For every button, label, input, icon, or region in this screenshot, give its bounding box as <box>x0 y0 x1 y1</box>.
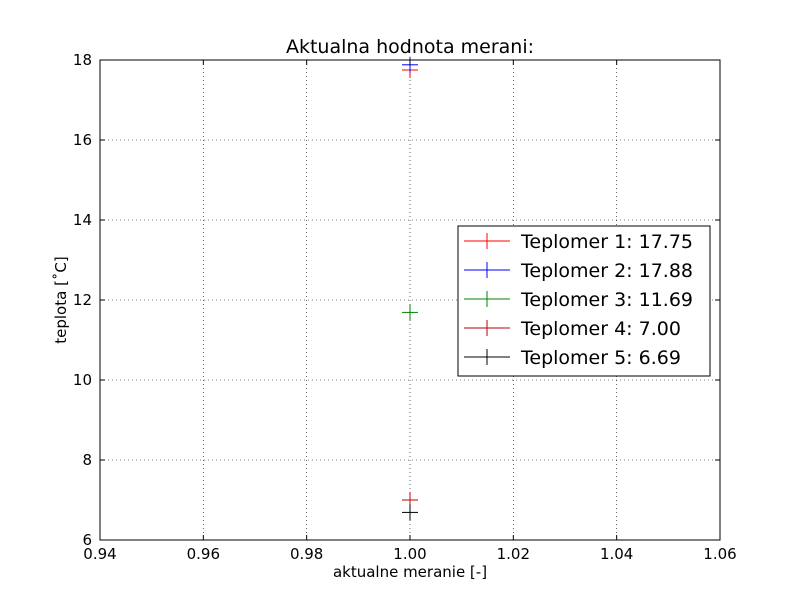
x-tick-label: 1.06 <box>703 545 736 563</box>
legend-item: Teplomer 5: 6.69 <box>464 347 681 369</box>
y-tick-label: 6 <box>82 531 92 549</box>
chart-title: Aktualna hodnota merani: <box>286 36 534 58</box>
y-tick-label: 18 <box>73 51 92 69</box>
data-markers <box>402 56 418 521</box>
data-point <box>402 504 418 521</box>
y-tick-label: 8 <box>82 451 92 469</box>
x-tick-label: 1.02 <box>497 545 530 563</box>
y-tick-label: 10 <box>73 371 92 389</box>
axis-ticks: 0.94 0.96 0.98 1.00 1.02 1.04 1.06 6 8 10 12 14 16 18 <box>73 51 737 563</box>
y-tick-label: 16 <box>73 131 92 149</box>
data-point <box>402 304 418 321</box>
legend: Teplomer 1: 17.75 Teplomer 2: 17.88 Teplom… <box>457 225 711 377</box>
y-tick-label: 12 <box>73 291 92 309</box>
legend-box <box>457 225 711 377</box>
x-tick-label: 0.98 <box>290 545 323 563</box>
x-tick-label: 0.96 <box>187 545 220 563</box>
legend-label: Teplomer 5: 6.69 <box>520 347 681 369</box>
x-tick-label: 1.00 <box>393 545 426 563</box>
legend-item: Teplomer 3: 11.69 <box>464 289 693 311</box>
x-tick-label: 0.94 <box>83 545 116 563</box>
legend-item: Teplomer 4: 7.00 <box>464 318 681 340</box>
x-tick-label: 1.04 <box>600 545 633 563</box>
legend-label: Teplomer 2: 17.88 <box>520 260 693 282</box>
legend-label: Teplomer 1: 17.75 <box>520 231 693 253</box>
y-axis-label: teplota [˚C] <box>52 256 70 344</box>
legend-item: Teplomer 2: 17.88 <box>464 260 693 282</box>
legend-label: Teplomer 3: 11.69 <box>520 289 693 311</box>
legend-label: Teplomer 4: 7.00 <box>520 318 681 340</box>
x-axis-label: aktualne meranie [-] <box>333 563 487 581</box>
y-tick-label: 14 <box>73 211 92 229</box>
legend-item: Teplomer 1: 17.75 <box>464 231 693 253</box>
